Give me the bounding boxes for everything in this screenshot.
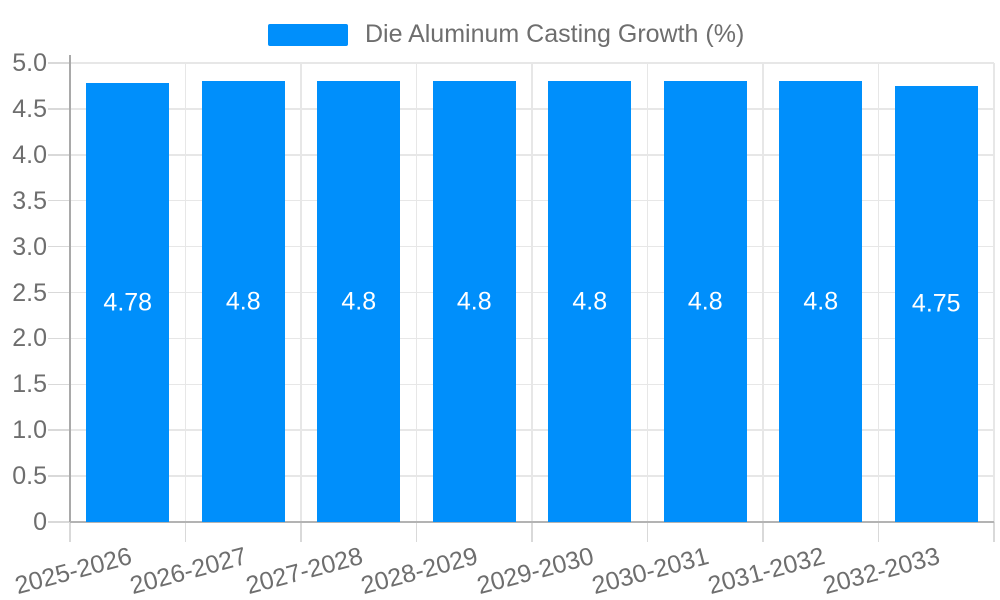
y-axis-label: 3.5 [12, 186, 47, 215]
x-tick [762, 522, 764, 542]
bar[interactable] [548, 81, 632, 522]
bar[interactable] [201, 81, 285, 522]
legend-label: Die Aluminum Casting Growth (%) [365, 20, 745, 48]
x-gridline [762, 63, 764, 522]
bar-value-label: 4.75 [911, 289, 961, 318]
x-tick [646, 522, 649, 542]
legend-swatch [268, 23, 348, 46]
y-axis-label: 2.5 [12, 278, 47, 307]
bar-value-label: 4.8 [225, 287, 261, 316]
x-axis-label: 2028-2029 [358, 542, 481, 600]
bar[interactable] [663, 81, 747, 522]
x-gridline [300, 63, 302, 522]
bar[interactable] [86, 83, 170, 522]
y-axis-label: 0.5 [12, 462, 47, 491]
x-gridline [415, 63, 418, 522]
y-axis-label: 1.5 [12, 370, 47, 399]
y-tick [48, 429, 70, 431]
x-tick [300, 522, 302, 542]
bar-value-label: 4.8 [341, 287, 377, 316]
y-axis-label: 0 [33, 508, 47, 536]
x-axis-label: 2025-2026 [11, 542, 135, 600]
y-axis-label: 4.0 [12, 140, 47, 169]
y-axis-label: 3.0 [12, 232, 47, 261]
x-axis-label: 2029-2030 [473, 542, 597, 600]
x-gridline [993, 63, 995, 522]
y-tick [48, 383, 70, 386]
y-axis-line [69, 55, 71, 522]
y-tick [48, 154, 70, 156]
x-tick [69, 522, 71, 542]
bar[interactable] [894, 85, 978, 522]
bar-value-label: 4.8 [687, 287, 723, 316]
y-axis-label: 5.0 [12, 49, 47, 77]
x-axis-label: 2030-2031 [589, 542, 712, 600]
x-tick [415, 522, 418, 542]
y-tick [48, 291, 70, 294]
y-tick [48, 521, 70, 523]
x-tick [993, 522, 995, 542]
x-axis-label: 2027-2028 [242, 542, 366, 600]
bar-value-label: 4.8 [572, 287, 608, 316]
y-axis-label: 2.0 [12, 324, 47, 353]
bar-value-label: 4.8 [456, 287, 492, 316]
y-axis-label: 1.0 [12, 416, 47, 445]
x-gridline [646, 63, 649, 522]
legend[interactable]: Die Aluminum Casting Growth (%) [268, 22, 744, 47]
bar[interactable] [779, 81, 863, 522]
bar[interactable] [317, 81, 401, 522]
y-tick [48, 337, 70, 340]
x-axis-line [70, 521, 994, 523]
bar-value-label: 4.8 [803, 287, 839, 316]
x-axis-label: 2026-2027 [127, 542, 250, 600]
x-gridline [877, 63, 880, 522]
x-axis-label: 2031-2032 [704, 542, 828, 600]
bar-value-label: 4.78 [103, 288, 153, 317]
y-tick [48, 108, 70, 110]
x-tick [184, 522, 187, 542]
x-axis-label: 2032-2033 [820, 542, 943, 600]
y-tick [48, 199, 70, 202]
y-tick [48, 245, 70, 248]
bar[interactable] [432, 81, 516, 522]
y-axis-label: 4.5 [12, 94, 47, 123]
y-tick [48, 475, 70, 477]
x-gridline [531, 63, 533, 522]
x-gridline [184, 63, 187, 522]
x-tick [877, 522, 880, 542]
y-tick [48, 62, 70, 64]
x-tick [531, 522, 533, 542]
